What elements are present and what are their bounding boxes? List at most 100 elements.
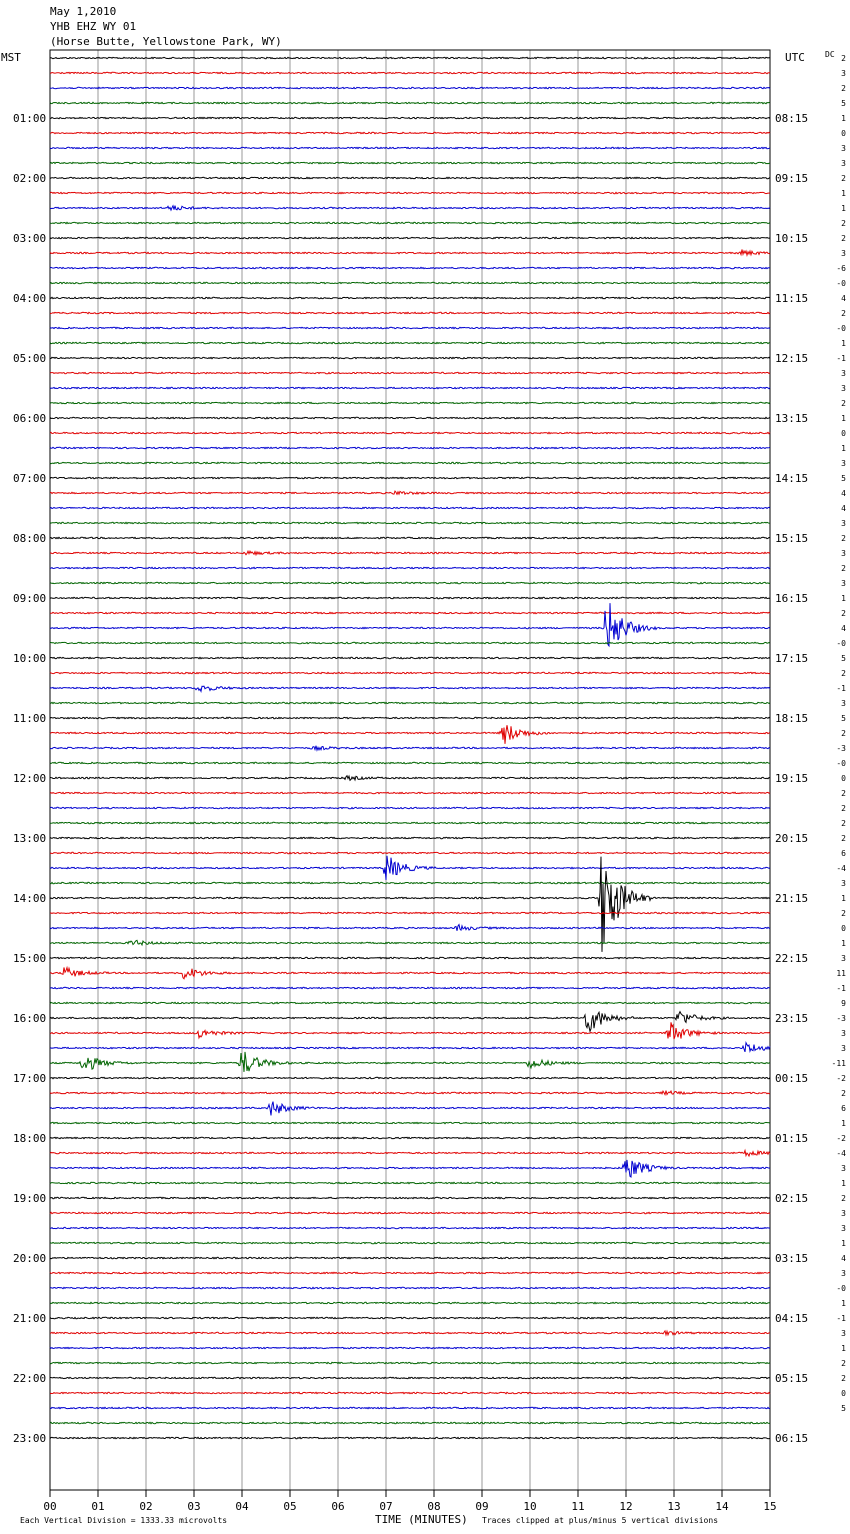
- seismic-trace: [49, 1159, 771, 1178]
- dc-offset-label: -4: [836, 864, 846, 873]
- right-hour-label: 23:15: [775, 1012, 808, 1025]
- seismic-trace: [49, 1211, 771, 1215]
- left-hour-label: 12:00: [13, 772, 46, 785]
- dc-offset-label: 3: [841, 1044, 846, 1053]
- seismic-trace: [49, 1421, 771, 1425]
- seismic-trace: [49, 1361, 771, 1365]
- dc-offset-label: 3: [841, 1029, 846, 1038]
- left-hour-label: 07:00: [13, 472, 46, 485]
- left-hour-label: 17:00: [13, 1072, 46, 1085]
- left-hour-label: 20:00: [13, 1252, 46, 1265]
- x-tick-label: 13: [667, 1500, 680, 1513]
- dc-offset-label: 3: [841, 1329, 846, 1338]
- seismic-trace: [49, 176, 771, 180]
- dc-offset-label: 3: [841, 159, 846, 168]
- seismic-trace: [49, 204, 771, 212]
- seismic-trace: [49, 671, 771, 675]
- seismic-trace: [49, 685, 771, 693]
- dc-offset-label: -0: [836, 639, 846, 648]
- dc-offset-label: 2: [841, 1089, 846, 1098]
- right-hour-label: 21:15: [775, 892, 808, 905]
- seismic-trace: [49, 1406, 771, 1410]
- dc-offset-label: 5: [841, 99, 846, 108]
- seismic-trace: [49, 386, 771, 390]
- seismic-trace: [49, 965, 771, 980]
- dc-offset-label: -1: [836, 354, 846, 363]
- dc-offset-label: 3: [841, 549, 846, 558]
- dc-offset-label: -2: [836, 1134, 846, 1143]
- dc-offset-label: 1: [841, 339, 846, 348]
- trace-group: [49, 56, 771, 1440]
- dc-offset-label: 2: [841, 54, 846, 63]
- right-hour-label: 00:15: [775, 1072, 808, 1085]
- seismic-trace: [49, 851, 771, 855]
- dc-offset-label: 3: [841, 879, 846, 888]
- seismic-trace: [49, 1196, 771, 1200]
- x-tick-label: 14: [715, 1500, 729, 1513]
- left-hour-label: 18:00: [13, 1132, 46, 1145]
- x-tick-label: 06: [331, 1500, 344, 1513]
- dc-offset-label: 2: [841, 789, 846, 798]
- dc-offset-label: 0: [841, 129, 846, 138]
- seismic-trace: [49, 281, 771, 285]
- left-hour-label: 15:00: [13, 952, 46, 965]
- header-date: May 1,2010: [50, 5, 116, 18]
- seismic-trace: [49, 446, 771, 450]
- seismic-trace: [49, 701, 771, 705]
- seismic-trace: [49, 1329, 771, 1337]
- vertical-gridlines: [97, 50, 723, 1490]
- right-hour-label: 06:15: [775, 1432, 808, 1445]
- seismic-trace: [49, 855, 771, 881]
- seismic-trace: [49, 725, 771, 744]
- seismic-trace: [49, 161, 771, 165]
- seismic-trace: [49, 416, 771, 420]
- right-hour-label: 15:15: [775, 532, 808, 545]
- seismic-trace: [49, 296, 771, 300]
- seismic-trace: [49, 1089, 771, 1096]
- plot-frame: [49, 49, 771, 1491]
- dc-offset-label: 1: [841, 939, 846, 948]
- dc-offset-label: 3: [841, 699, 846, 708]
- seismic-trace: [49, 1301, 770, 1305]
- seismic-trace: [49, 806, 771, 810]
- dc-offset-label: 3: [841, 249, 846, 258]
- dc-offset-label: -3: [836, 1014, 846, 1023]
- x-tick-label: 15: [763, 1500, 776, 1513]
- seismic-trace: [49, 146, 771, 150]
- seismic-trace: [49, 1241, 770, 1245]
- seismic-trace: [49, 1040, 771, 1053]
- dc-offset-label: 2: [841, 609, 846, 618]
- seismic-trace: [49, 774, 771, 782]
- seismic-trace: [50, 549, 771, 557]
- x-tick-label: 12: [619, 1500, 632, 1513]
- dc-offset-label: 5: [841, 474, 846, 483]
- dc-offset-label: 1: [841, 1179, 846, 1188]
- seismic-trace: [49, 1271, 770, 1275]
- x-tick-label: 11: [571, 1500, 584, 1513]
- dc-offset-label: 1: [841, 894, 846, 903]
- dc-offset-label: 2: [841, 234, 846, 243]
- dc-offset-label: -2: [836, 1074, 846, 1083]
- dc-offset-label: 9: [841, 999, 846, 1008]
- seismic-trace: [49, 1436, 770, 1440]
- right-hour-label: 05:15: [775, 1372, 808, 1385]
- clip-note: Traces clipped at plus/minus 5 vertical …: [482, 1516, 718, 1525]
- dc-offset-label: 1: [841, 444, 846, 453]
- right-hour-label: 17:15: [775, 652, 808, 665]
- x-tick-label: 03: [187, 1500, 200, 1513]
- seismic-trace: [49, 1121, 771, 1125]
- seismic-trace: [49, 1181, 771, 1185]
- x-tick-label: 05: [283, 1500, 296, 1513]
- dc-offset-label: 3: [841, 579, 846, 588]
- seismic-trace: [49, 1148, 771, 1158]
- dc-offset-label: 6: [841, 1104, 846, 1113]
- seismic-trace: [49, 923, 771, 932]
- dc-offset-label: 2: [841, 909, 846, 918]
- seismic-trace: [49, 716, 771, 720]
- dc-offset-label: 4: [841, 1254, 846, 1263]
- dc-offset-label: 3: [841, 69, 846, 78]
- right-hour-label: 03:15: [775, 1252, 808, 1265]
- seismic-trace: [49, 131, 771, 135]
- dc-offset-label: 3: [841, 1164, 846, 1173]
